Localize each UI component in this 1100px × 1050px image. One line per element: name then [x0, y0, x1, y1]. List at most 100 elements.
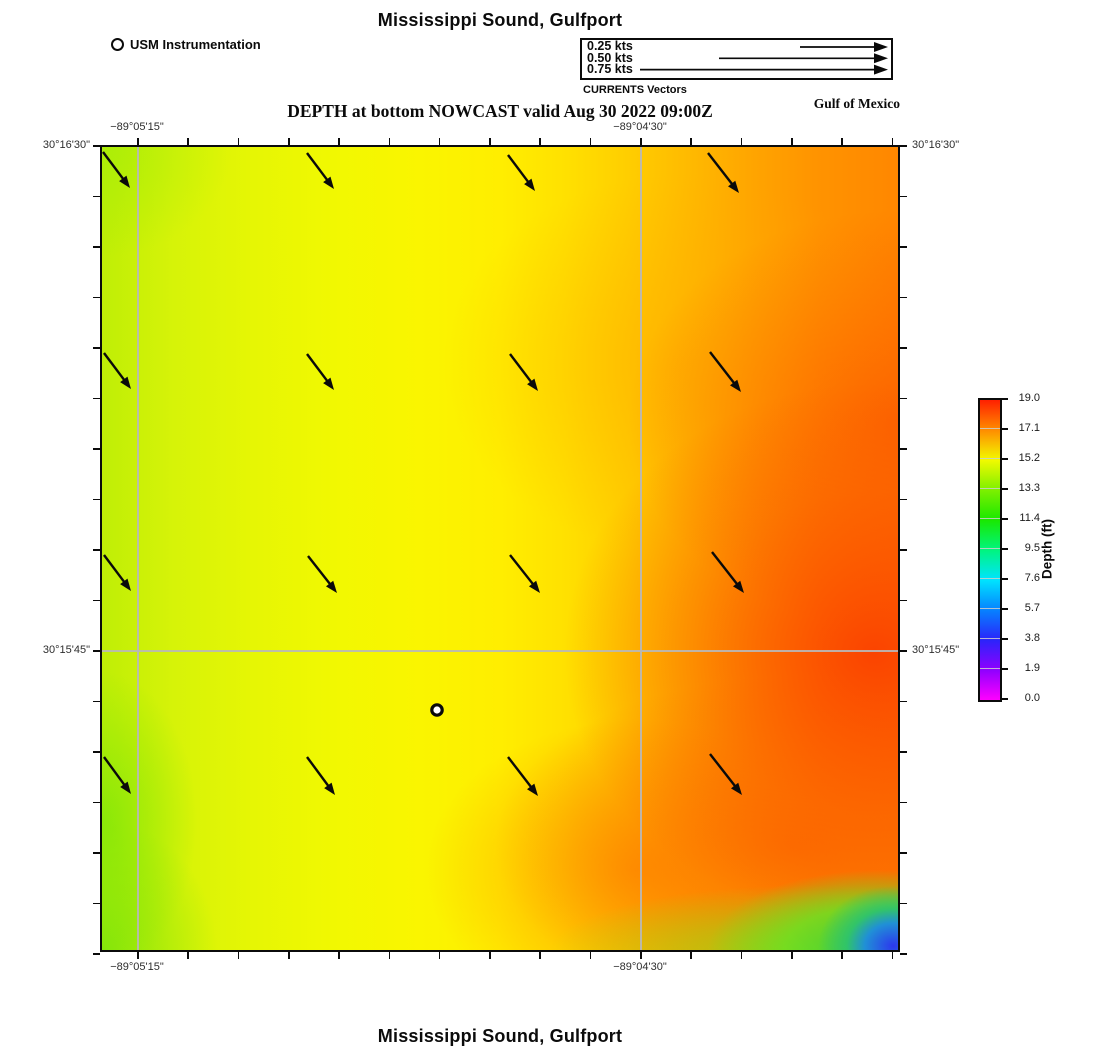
lat-tick-label-right: 30°15'45" [912, 644, 960, 656]
legend-speed-label: 0.75 kts [587, 62, 633, 76]
colorbar-tick-label: 1.9 [1024, 662, 1040, 674]
y-axis-tick [900, 650, 907, 652]
lon-tick-label-top: −89°05'15" [110, 121, 164, 133]
colorbar-gridline [980, 488, 1000, 490]
colorbar-tick [1002, 608, 1008, 610]
y-axis-tick [900, 549, 907, 551]
y-axis-tick [93, 599, 100, 602]
colorbar-gridline [980, 458, 1000, 460]
colorbar-gridline [980, 578, 1000, 580]
colorbar-tick [1002, 488, 1008, 490]
x-axis-tick [338, 952, 340, 959]
colorbar-tick [1002, 668, 1008, 670]
x-axis-tick [237, 952, 240, 959]
x-axis-tick [790, 952, 793, 959]
colorbar-tick [1002, 428, 1008, 430]
x-axis-tick [740, 138, 743, 145]
lon-tick-label-bottom: −89°04'30" [613, 961, 667, 973]
x-axis-tick [438, 138, 441, 145]
y-axis-tick [900, 195, 907, 198]
y-axis-tick [93, 296, 100, 299]
y-axis-tick [900, 498, 907, 501]
y-axis-tick [900, 700, 907, 703]
y-axis-tick [93, 347, 100, 349]
colorbar-gridline [980, 548, 1000, 550]
colorbar-tick-label: 13.3 [1018, 482, 1040, 494]
colorbar-gridline [980, 608, 1000, 610]
y-axis-tick [93, 448, 100, 450]
y-axis-tick [900, 751, 907, 753]
y-axis-tick [93, 498, 100, 501]
x-axis-tick [187, 138, 189, 145]
lat-tick-label-left: 30°15'45" [42, 644, 90, 656]
x-axis-tick [589, 138, 592, 145]
y-axis-tick [900, 448, 907, 450]
lon-tick-label-top: −89°04'30" [613, 121, 667, 133]
colorbar-tick [1002, 578, 1008, 580]
graticule-line [137, 147, 139, 950]
colorbar-tick-label: 19.0 [1018, 392, 1040, 404]
y-axis-tick [900, 145, 907, 147]
colorbar-label: Depth (ft) [1039, 519, 1055, 579]
depth-heatmap [100, 145, 900, 952]
x-axis-tick [690, 952, 692, 959]
colorbar-gridline [980, 428, 1000, 430]
colorbar-gridline [980, 668, 1000, 670]
legend-speed-label: 0.25 kts [587, 39, 633, 53]
x-axis-tick [841, 138, 843, 145]
colorbar-tick-label: 3.8 [1024, 632, 1040, 644]
x-axis-tick [790, 138, 793, 145]
y-axis-tick [900, 599, 907, 602]
colorbar-tick-label: 0.0 [1024, 692, 1040, 704]
colorbar-tick-label: 9.5 [1024, 542, 1040, 554]
x-axis-tick [841, 952, 843, 959]
x-axis-tick [287, 952, 290, 959]
y-axis-tick [93, 246, 100, 248]
y-axis-tick [93, 397, 100, 400]
x-axis-tick [137, 138, 139, 145]
y-axis-tick [93, 801, 100, 804]
colorbar-tick [1002, 548, 1008, 550]
graticule-line [640, 147, 642, 950]
x-axis-tick [438, 952, 441, 959]
colorbar-tick [1002, 638, 1008, 640]
figure-title: Mississippi Sound, Gulfport [377, 10, 623, 30]
y-axis-tick [93, 145, 100, 147]
y-axis-tick [93, 902, 100, 905]
x-axis-tick [137, 952, 139, 959]
current-vectors [102, 151, 744, 796]
currents-legend-speeds: 0.25 kts 0.50 kts 0.75 kts [587, 39, 633, 76]
x-axis-tick [187, 952, 189, 959]
x-axis-tick [338, 138, 340, 145]
station-marker [430, 703, 444, 717]
currents-legend-caption: CURRENTS Vectors [583, 84, 687, 96]
colorbar-tick-label: 15.2 [1018, 452, 1040, 464]
graticule-line [102, 650, 898, 652]
colorbar-tick [1002, 398, 1008, 400]
x-axis-tick [891, 952, 894, 959]
y-axis-tick [900, 347, 907, 349]
y-axis-tick [900, 953, 907, 955]
y-axis-tick [93, 650, 100, 652]
y-axis-tick [900, 801, 907, 804]
station-marker-icon [111, 38, 124, 51]
colorbar-tick [1002, 518, 1008, 520]
y-axis-tick [93, 195, 100, 198]
y-axis-tick [93, 700, 100, 703]
region-label: Gulf of Mexico [813, 96, 900, 111]
x-axis-tick [237, 138, 240, 145]
x-axis-tick [489, 952, 491, 959]
y-axis-tick [900, 296, 907, 299]
x-axis-tick [287, 138, 290, 145]
colorbar-tick-label: 5.7 [1024, 602, 1040, 614]
y-axis-tick [93, 852, 100, 854]
lat-tick-label-right: 30°16'30" [912, 139, 960, 151]
colorbar-tick-label: 11.4 [1019, 512, 1040, 524]
colorbar-tick [1002, 458, 1008, 460]
y-axis-tick [900, 902, 907, 905]
figure-title-bottom: Mississippi Sound, Gulfport [377, 1026, 623, 1046]
x-axis-tick [539, 952, 542, 959]
x-axis-tick [640, 138, 642, 145]
figure-subtitle: DEPTH at bottom NOWCAST valid Aug 30 202… [287, 101, 713, 121]
usm-legend: USM Instrumentation [111, 37, 261, 52]
